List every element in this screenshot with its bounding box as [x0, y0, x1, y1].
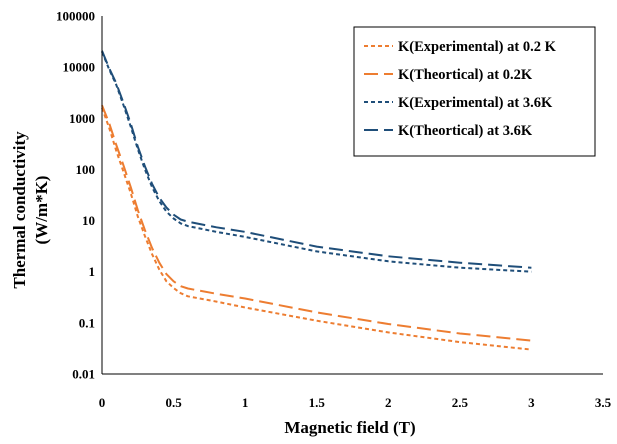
x-tick-label: 0 [99, 395, 106, 410]
y-axis-unit: (W/m*K) [32, 176, 51, 245]
y-tick-label: 100000 [56, 9, 95, 24]
y-tick-labels: 0.01 0.1 1 10 100 1000 10000 100000 [56, 9, 95, 382]
y-axis-title: Thermal conductivity [10, 131, 29, 289]
x-tick-label: 1 [242, 395, 249, 410]
y-tick-label: 1000 [69, 111, 95, 126]
x-tick-label: 2 [385, 395, 392, 410]
series-line-2 [101, 104, 532, 342]
legend-box [353, 26, 596, 157]
legend-label-2: K(Theortical) at 0.2K [398, 67, 533, 83]
legend-label-1: K(Experimental) at 0.2 K [398, 39, 557, 55]
y-tick-label: 10 [82, 213, 95, 228]
y-tick-label: 100 [76, 162, 96, 177]
x-tick-labels: 0 0.5 1 1.5 2 2.5 3 3.5 [99, 395, 612, 410]
series-line-4 [101, 50, 532, 269]
x-tick-label: 3 [528, 395, 535, 410]
legend-label-3: K(Experimental) at 3.6K [398, 95, 553, 111]
x-tick-label: 1.5 [309, 395, 326, 410]
series-line-3 [101, 51, 532, 273]
x-tick-label: 3.5 [595, 395, 612, 410]
legend: K(Experimental) at 0.2 K K(Theortical) at… [353, 26, 596, 157]
x-tick-label: 0.5 [165, 395, 182, 410]
y-tick-label: 10000 [63, 60, 96, 75]
y-tick-label: 0.1 [79, 315, 95, 330]
x-tick-label: 2.5 [452, 395, 469, 410]
y-tick-label: 0.01 [72, 367, 95, 382]
series-lines [101, 50, 532, 351]
series-line-1 [101, 107, 532, 351]
legend-label-4: K(Theortical) at 3.6K [398, 123, 533, 139]
x-axis-title: Magnetic field (T) [284, 418, 415, 437]
y-tick-label: 1 [89, 264, 96, 279]
